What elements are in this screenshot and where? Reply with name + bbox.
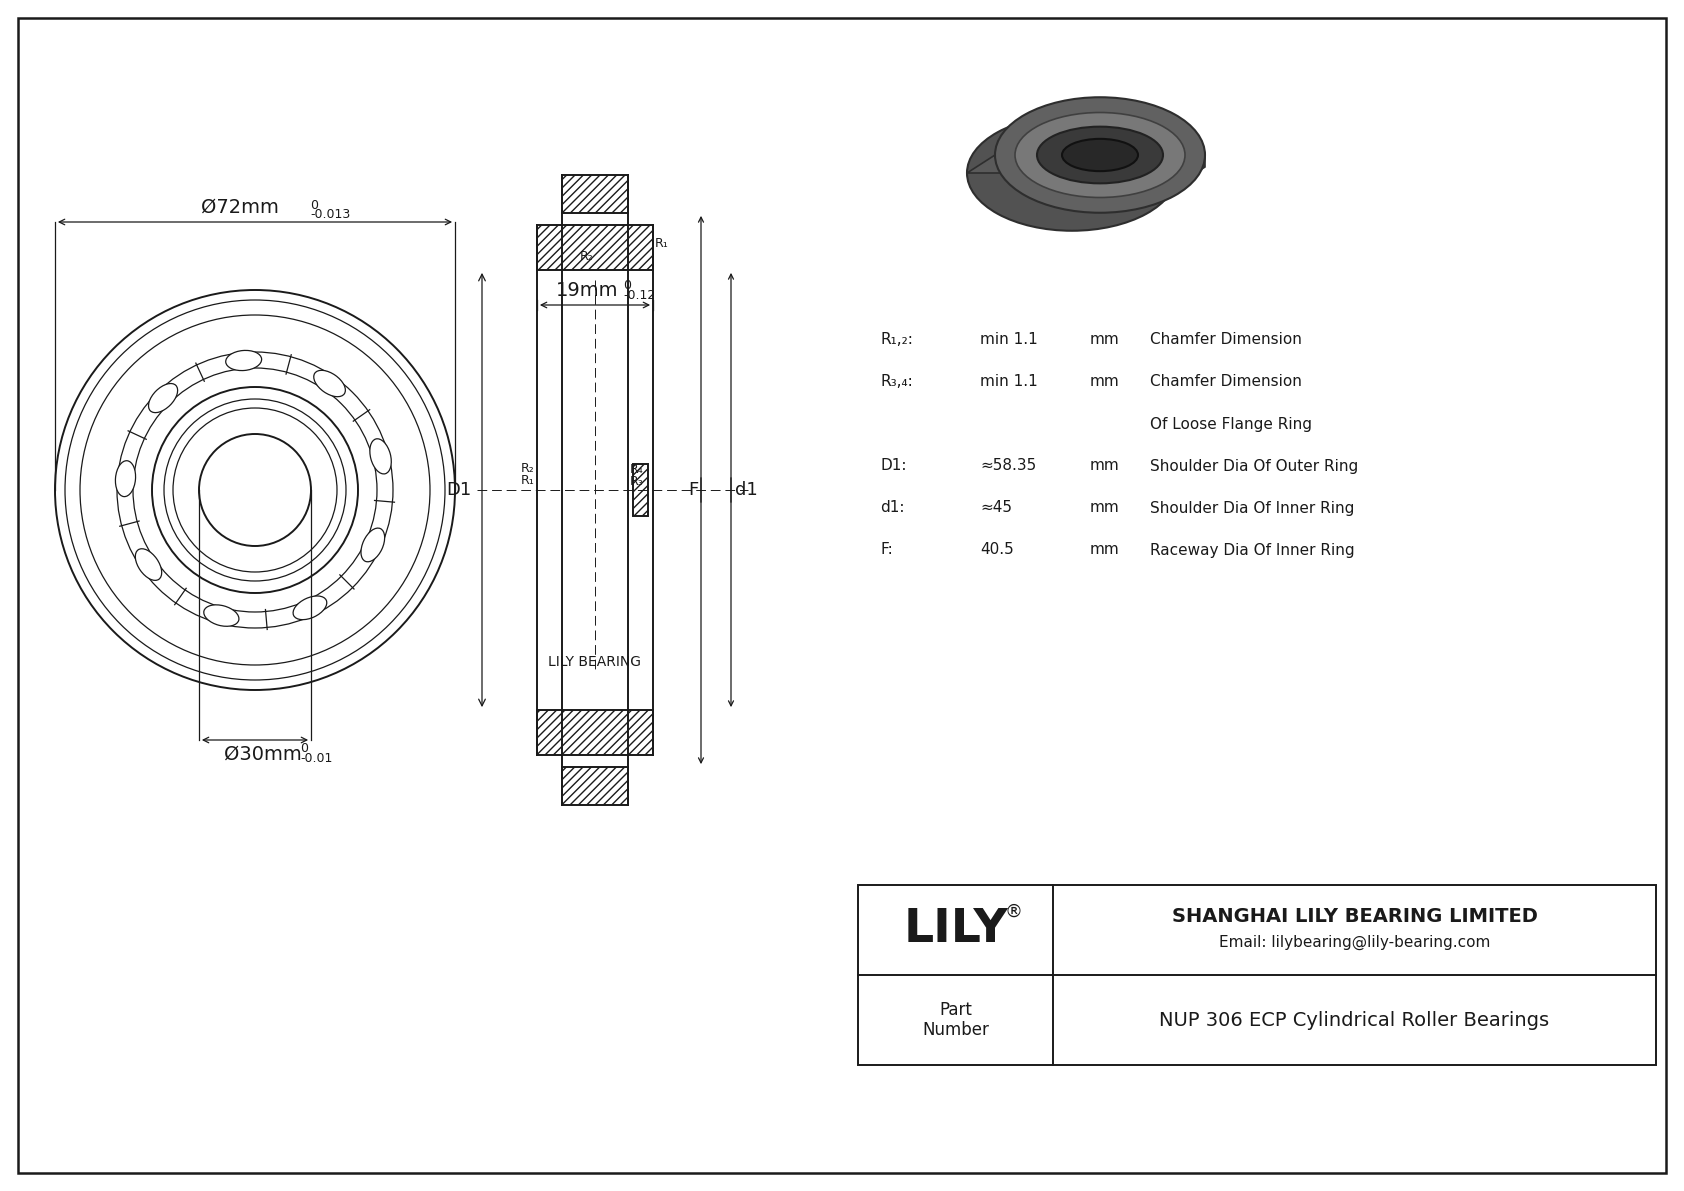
Text: -0.013: -0.013 [310, 208, 350, 222]
Text: Shoulder Dia Of Outer Ring: Shoulder Dia Of Outer Ring [1150, 459, 1359, 474]
Text: F: F [689, 481, 699, 499]
Text: 40.5: 40.5 [980, 542, 1014, 557]
Text: Chamfer Dimension: Chamfer Dimension [1150, 332, 1302, 348]
Ellipse shape [135, 549, 162, 580]
Text: mm: mm [1090, 332, 1120, 348]
Text: D1:: D1: [881, 459, 906, 474]
Bar [537, 710, 653, 755]
Bar [859, 885, 1655, 1065]
Text: Part
Number: Part Number [923, 1000, 989, 1040]
Polygon shape [1177, 155, 1206, 185]
Ellipse shape [1037, 126, 1164, 183]
Text: R₂: R₂ [579, 250, 594, 263]
Bar [562, 767, 628, 805]
Ellipse shape [967, 116, 1177, 231]
Text: 0: 0 [300, 742, 308, 755]
Text: Raceway Dia Of Inner Ring: Raceway Dia Of Inner Ring [1150, 542, 1354, 557]
Text: Ø72mm: Ø72mm [200, 198, 280, 217]
Text: -0.01: -0.01 [300, 752, 332, 765]
Text: ≈58.35: ≈58.35 [980, 459, 1036, 474]
Ellipse shape [995, 98, 1206, 213]
Text: R₁: R₁ [522, 474, 536, 487]
Text: mm: mm [1090, 459, 1120, 474]
Text: mm: mm [1090, 374, 1120, 389]
Text: Of Loose Flange Ring: Of Loose Flange Ring [1150, 417, 1312, 431]
Text: mm: mm [1090, 500, 1120, 516]
Text: Shoulder Dia Of Inner Ring: Shoulder Dia Of Inner Ring [1150, 500, 1354, 516]
Text: 0: 0 [623, 279, 632, 292]
Text: R₁: R₁ [655, 237, 669, 250]
Text: Ø30mm: Ø30mm [224, 746, 301, 763]
Ellipse shape [1015, 112, 1186, 198]
Text: ®: ® [1004, 903, 1022, 921]
Text: ≈45: ≈45 [980, 500, 1012, 516]
Ellipse shape [1063, 139, 1138, 172]
Ellipse shape [313, 370, 345, 397]
Bar [562, 175, 628, 213]
Text: min 1.1: min 1.1 [980, 332, 1037, 348]
Text: F:: F: [881, 542, 893, 557]
Ellipse shape [370, 438, 391, 474]
Text: R₄: R₄ [630, 463, 643, 476]
Text: -0.12: -0.12 [623, 289, 655, 303]
Text: D1: D1 [446, 481, 472, 499]
Text: SHANGHAI LILY BEARING LIMITED: SHANGHAI LILY BEARING LIMITED [1172, 908, 1537, 927]
Text: 0: 0 [310, 199, 318, 212]
Text: NUP 306 ECP Cylindrical Roller Bearings: NUP 306 ECP Cylindrical Roller Bearings [1160, 1010, 1549, 1029]
Text: R₁,₂:: R₁,₂: [881, 332, 913, 348]
Text: min 1.1: min 1.1 [980, 374, 1037, 389]
Text: d1:: d1: [881, 500, 904, 516]
Ellipse shape [148, 384, 177, 412]
Text: R₃,₄:: R₃,₄: [881, 374, 913, 389]
Text: LILY: LILY [903, 908, 1007, 953]
Ellipse shape [360, 528, 384, 562]
Text: 19mm: 19mm [556, 281, 618, 300]
Text: Chamfer Dimension: Chamfer Dimension [1150, 374, 1302, 389]
Polygon shape [967, 155, 1206, 173]
Bar [633, 464, 648, 516]
Text: R₂: R₂ [522, 462, 536, 475]
Ellipse shape [204, 605, 239, 626]
Text: Email: lilybearing@lily-bearing.com: Email: lilybearing@lily-bearing.com [1219, 935, 1490, 949]
Ellipse shape [116, 461, 136, 497]
Bar [537, 225, 653, 270]
Text: d1: d1 [734, 481, 758, 499]
Text: LILY BEARING: LILY BEARING [549, 655, 642, 669]
Text: R₃: R₃ [630, 475, 643, 488]
Ellipse shape [293, 596, 327, 619]
Text: mm: mm [1090, 542, 1120, 557]
Ellipse shape [226, 350, 261, 370]
